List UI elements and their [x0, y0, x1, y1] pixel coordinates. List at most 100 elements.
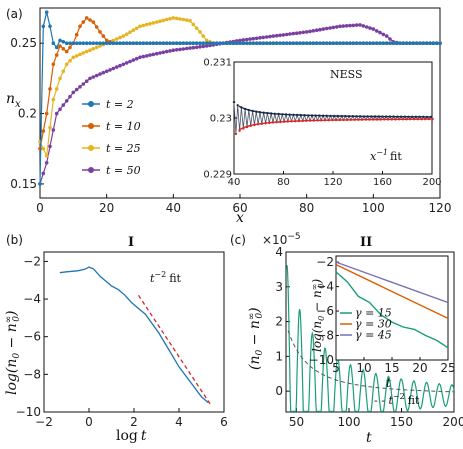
- a-series-marker: [61, 40, 66, 44]
- a-series-marker: [84, 79, 89, 83]
- b-xtick-label: 6: [220, 415, 228, 429]
- a-series-marker: [394, 41, 399, 45]
- a-series-marker: [121, 41, 126, 45]
- a-series-marker: [244, 37, 249, 42]
- a-series-marker: [81, 41, 86, 45]
- a-series-marker: [288, 41, 292, 45]
- c-fit-line: [287, 330, 455, 393]
- a-series-marker: [191, 45, 196, 50]
- a-series-marker: [154, 41, 159, 45]
- ci-xtick-label: 5: [332, 361, 340, 375]
- a-series-marker: [68, 59, 72, 63]
- ci-ytick-label: −2: [316, 255, 334, 269]
- panel-a-ylabel: nx: [6, 91, 21, 110]
- a-series-marker: [201, 44, 206, 49]
- a-series-marker: [338, 41, 342, 45]
- c-ytick-label: 2: [275, 315, 283, 329]
- a-series-marker: [354, 23, 359, 27]
- a-series-marker: [281, 33, 286, 37]
- a-legend-marker: [88, 101, 94, 107]
- a-series-marker: [138, 41, 142, 45]
- a-series-marker: [111, 38, 116, 43]
- svg-text:log(n0 − n∞0): log(n0 − n∞0): [310, 279, 326, 352]
- a-series-marker: [88, 18, 92, 22]
- a-series-marker: [178, 17, 182, 21]
- ci-ytick-label: −10: [309, 353, 334, 367]
- a-series-marker: [421, 41, 426, 45]
- a-series-marker: [371, 27, 376, 31]
- a-series-marker: [61, 47, 66, 51]
- a-series-marker: [308, 29, 312, 34]
- a-series-marker: [114, 37, 119, 41]
- inset-lower-marker: [234, 132, 238, 136]
- a-series-marker: [251, 36, 256, 41]
- c-ytick-label: 3: [275, 280, 283, 294]
- c-xtick-label: 50: [289, 415, 304, 429]
- a-series-marker: [274, 33, 279, 38]
- a-series-marker: [211, 41, 216, 45]
- a-series-marker: [64, 99, 69, 103]
- svg-text:(n0 − n∞0): (n0 − n∞0): [247, 307, 265, 370]
- panel-c-title: II: [360, 235, 372, 250]
- a-series-marker: [144, 41, 149, 45]
- b-ytick-label: −2: [23, 254, 41, 268]
- a-series-marker: [291, 31, 296, 36]
- a-series-marker: [238, 38, 242, 43]
- a-series-marker: [348, 41, 352, 45]
- a-series-marker: [411, 41, 416, 45]
- a-series-marker: [284, 41, 289, 45]
- a-series-marker: [201, 41, 206, 45]
- a-series-marker: [44, 154, 49, 158]
- inset-lower-fit: [238, 118, 432, 131]
- b-xtick-label: −2: [35, 415, 53, 429]
- a-series-marker: [118, 63, 122, 68]
- a-series-marker: [374, 29, 379, 33]
- a-series-marker: [424, 41, 429, 45]
- panel-c-label: (c): [230, 233, 246, 247]
- a-xtick-label: 80: [299, 201, 314, 215]
- a-series-marker: [321, 27, 326, 31]
- a-series-marker: [301, 30, 306, 35]
- a-series-marker: [198, 30, 202, 34]
- a-series-marker: [138, 55, 142, 60]
- a-series-marker: [171, 48, 176, 52]
- ci-series-line: [335, 261, 449, 304]
- a-series-marker: [81, 20, 86, 24]
- a-series-marker: [148, 22, 152, 26]
- a-series-marker: [61, 103, 66, 107]
- a-series-marker: [81, 82, 86, 86]
- a-series-marker: [321, 41, 326, 45]
- panel-a-series: [38, 10, 442, 186]
- a-series-marker: [111, 66, 116, 71]
- inset-fit-label: x−1 fit: [370, 148, 402, 163]
- a-series-marker: [388, 37, 392, 41]
- b-fit-line: [137, 294, 212, 405]
- a-series-marker: [194, 45, 199, 50]
- a-series-marker: [314, 28, 319, 32]
- a-series-marker: [268, 41, 272, 45]
- panel-b-title: I: [128, 235, 134, 250]
- panel-b-frame: [43, 251, 225, 413]
- panel-b-ylabel: log(n0 − n∞0): [4, 311, 22, 395]
- a-series-marker: [364, 41, 369, 45]
- a-series-marker: [41, 24, 46, 29]
- a-series-marker: [118, 41, 122, 45]
- a-series-marker: [258, 41, 262, 45]
- a-series-marker: [78, 52, 82, 57]
- panel-c-inset: 5 10 15 20 25−2−4−6−8−10 γ = 15γ = 30γ = 45 …: [309, 255, 456, 390]
- a-series-marker: [368, 41, 372, 45]
- a-series-marker: [68, 94, 72, 99]
- a-series-marker: [74, 87, 79, 92]
- a-series-marker: [54, 111, 59, 116]
- a-series-marker: [191, 22, 196, 27]
- a-series-marker: [161, 41, 166, 45]
- a-series-marker: [88, 41, 92, 45]
- a-series-marker: [48, 24, 52, 29]
- a-series-marker: [141, 41, 146, 45]
- a-series-marker: [91, 41, 96, 45]
- a-series-marker: [214, 41, 219, 45]
- a-series-marker: [268, 34, 272, 39]
- a-series-marker: [354, 41, 359, 45]
- a-series-marker: [341, 24, 346, 28]
